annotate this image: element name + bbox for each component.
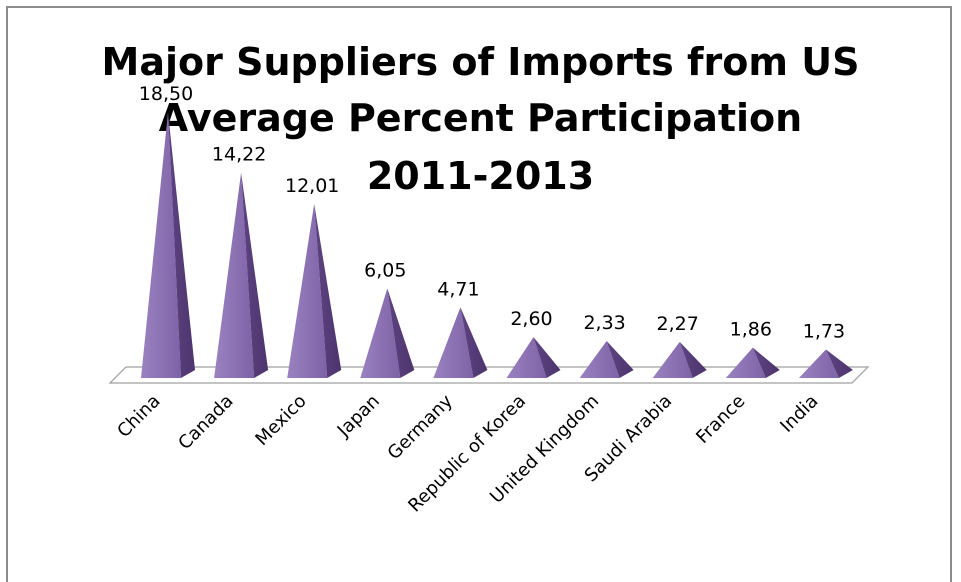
category-label: India — [776, 391, 822, 437]
bar-japan — [360, 288, 415, 378]
category-label: Canada — [174, 391, 237, 454]
bar-front-face — [287, 203, 328, 378]
bar-india — [798, 349, 853, 378]
category-label: Mexico — [251, 391, 310, 450]
value-label: 6,05 — [364, 259, 406, 281]
bar-front-face — [652, 341, 693, 378]
value-label: 1,73 — [803, 320, 845, 342]
bar-side-face — [606, 341, 634, 378]
bar-side-face — [387, 288, 415, 378]
category-label: France — [692, 391, 749, 448]
value-label: 2,27 — [657, 313, 699, 335]
value-label: 12,01 — [285, 175, 339, 197]
bar-side-face — [314, 203, 342, 378]
bar-china — [141, 112, 195, 378]
value-label: 18,50 — [139, 83, 193, 105]
category-label: China — [113, 391, 164, 442]
bar-front-face — [798, 349, 839, 378]
value-label: 14,22 — [212, 144, 266, 166]
bar-mexico — [287, 203, 342, 378]
category-label: Japan — [333, 391, 384, 442]
value-label: 1,86 — [730, 319, 772, 341]
bar-front-face — [579, 341, 620, 378]
bar-france — [725, 347, 780, 378]
bar-front-face — [214, 172, 255, 378]
value-label: 4,71 — [437, 278, 479, 300]
value-label: 2,60 — [510, 308, 552, 330]
bar-germany — [433, 307, 488, 378]
bar-side-face — [679, 341, 707, 378]
bar-canada — [214, 172, 269, 378]
bar-side-face — [460, 307, 488, 378]
bar-side-face — [241, 172, 269, 378]
bar-side-face — [168, 112, 195, 378]
bar-side-face — [752, 347, 780, 378]
category-label: Germany — [384, 390, 458, 464]
bar-front-face — [433, 307, 474, 378]
bar-united-kingdom — [579, 341, 634, 378]
bar-front-face — [141, 112, 181, 378]
chart-title-line-3: 2011-2013 — [366, 154, 595, 198]
bar-front-face — [506, 337, 547, 378]
value-label: 2,33 — [583, 312, 625, 334]
bar-front-face — [725, 347, 766, 378]
chart-title-line-1: Major Suppliers of Imports from US — [101, 40, 860, 84]
chart-title-line-2: Average Percent Participation — [158, 96, 803, 140]
bar-side-face — [533, 337, 561, 378]
bar-republic-of-korea — [506, 337, 561, 378]
bar-saudi-arabia — [652, 341, 707, 378]
bar-side-face — [825, 349, 853, 378]
bar-front-face — [360, 288, 401, 378]
